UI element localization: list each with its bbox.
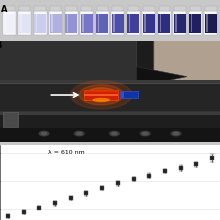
Circle shape <box>173 132 179 135</box>
Bar <box>189 11 202 35</box>
Bar <box>0 128 220 142</box>
Bar <box>205 14 217 33</box>
Bar <box>80 11 93 35</box>
Bar <box>121 92 124 98</box>
Bar <box>97 6 108 11</box>
Circle shape <box>79 85 123 105</box>
Bar <box>112 14 124 33</box>
Bar <box>19 6 30 11</box>
Bar <box>96 11 109 35</box>
Circle shape <box>171 131 181 136</box>
Bar <box>96 14 108 33</box>
Bar <box>65 11 78 35</box>
Bar <box>67 15 68 32</box>
Bar <box>160 15 161 32</box>
Bar <box>174 6 185 11</box>
Bar <box>98 15 99 32</box>
Bar <box>143 6 154 11</box>
Circle shape <box>110 131 119 136</box>
Bar <box>84 90 118 92</box>
Ellipse shape <box>92 98 110 102</box>
Bar <box>0 80 220 84</box>
Bar <box>189 14 201 33</box>
Bar <box>175 15 177 32</box>
Bar <box>191 15 192 32</box>
Bar <box>0 112 220 130</box>
Bar <box>204 11 217 35</box>
Bar <box>158 11 171 35</box>
Bar <box>81 14 93 33</box>
Bar <box>127 14 139 33</box>
Circle shape <box>39 131 49 136</box>
Bar <box>50 6 61 11</box>
Circle shape <box>70 81 132 109</box>
Circle shape <box>140 131 150 136</box>
Bar <box>120 91 138 98</box>
Bar <box>159 6 170 11</box>
Bar <box>206 15 208 32</box>
FancyBboxPatch shape <box>154 34 220 94</box>
Circle shape <box>74 131 84 136</box>
Bar <box>82 15 84 32</box>
Circle shape <box>112 132 117 135</box>
Bar <box>174 14 186 33</box>
Bar <box>3 11 16 35</box>
Bar <box>5 15 6 32</box>
Circle shape <box>86 88 117 102</box>
Bar <box>65 14 77 33</box>
Text: B: B <box>0 41 2 50</box>
Bar <box>19 14 31 33</box>
FancyBboxPatch shape <box>3 112 19 128</box>
Bar <box>142 11 155 35</box>
Bar <box>66 6 77 11</box>
Bar <box>50 14 62 33</box>
Bar <box>127 11 140 35</box>
Bar <box>129 15 130 32</box>
Bar <box>3 14 15 33</box>
Bar <box>143 14 155 33</box>
Polygon shape <box>136 67 187 87</box>
Bar <box>51 15 53 32</box>
Bar <box>144 15 146 32</box>
Text: λ = 610 nm: λ = 610 nm <box>48 150 85 154</box>
Circle shape <box>41 132 47 135</box>
Bar <box>112 6 123 11</box>
Bar <box>173 11 186 35</box>
Bar <box>190 6 201 11</box>
Bar <box>20 15 22 32</box>
Bar <box>34 14 46 33</box>
Bar <box>0 111 220 112</box>
Bar <box>4 6 15 11</box>
Bar <box>0 83 220 84</box>
Bar <box>84 94 118 96</box>
Bar <box>0 112 220 115</box>
Bar <box>128 6 139 11</box>
Bar <box>36 15 37 32</box>
Bar <box>158 14 170 33</box>
Bar <box>205 6 216 11</box>
Bar <box>84 90 118 100</box>
Circle shape <box>77 132 82 135</box>
Circle shape <box>143 132 148 135</box>
Bar <box>49 11 62 35</box>
FancyBboxPatch shape <box>0 34 136 84</box>
Bar <box>111 11 124 35</box>
Bar <box>113 15 115 32</box>
Bar <box>81 6 92 11</box>
Bar <box>34 11 47 35</box>
Bar <box>18 11 31 35</box>
Bar <box>35 6 46 11</box>
Text: A: A <box>1 6 8 15</box>
Bar <box>0 80 220 112</box>
